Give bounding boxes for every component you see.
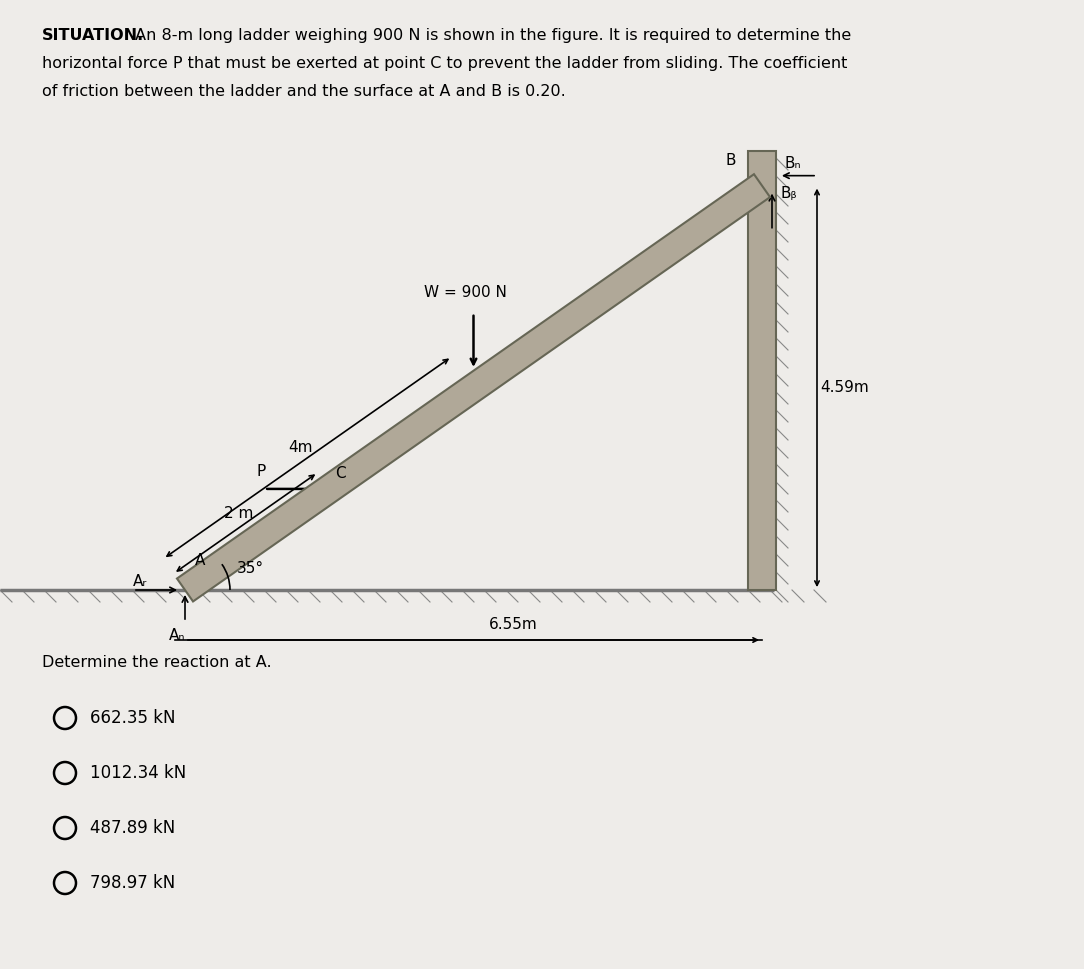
Text: W = 900 N: W = 900 N — [424, 285, 507, 299]
Text: of friction between the ladder and the surface at A and B is 0.20.: of friction between the ladder and the s… — [42, 84, 566, 99]
Text: Bᵦ: Bᵦ — [780, 186, 797, 202]
Text: A: A — [195, 553, 205, 568]
Text: horizontal force P that must be exerted at point C to prevent the ladder from sl: horizontal force P that must be exerted … — [42, 56, 848, 71]
Text: P: P — [257, 464, 266, 479]
Text: Aₙ: Aₙ — [169, 628, 185, 643]
Text: 2 m: 2 m — [224, 506, 254, 520]
Polygon shape — [177, 174, 770, 602]
Text: An 8-m long ladder weighing 900 N is shown in the figure. It is required to dete: An 8-m long ladder weighing 900 N is sho… — [130, 28, 851, 43]
Text: C: C — [335, 466, 346, 481]
Text: 662.35 kN: 662.35 kN — [90, 709, 176, 727]
Text: 6.55m: 6.55m — [489, 617, 538, 632]
Text: 487.89 kN: 487.89 kN — [90, 819, 176, 837]
Text: Determine the reaction at A.: Determine the reaction at A. — [42, 655, 272, 670]
Text: 1012.34 kN: 1012.34 kN — [90, 764, 186, 782]
Text: 35°: 35° — [237, 561, 264, 576]
Text: 798.97 kN: 798.97 kN — [90, 874, 176, 892]
Polygon shape — [748, 150, 776, 590]
Text: 4.59m: 4.59m — [821, 380, 869, 395]
Text: Bₙ: Bₙ — [784, 156, 801, 172]
Text: 4m: 4m — [288, 441, 313, 455]
Text: SITUATION.: SITUATION. — [42, 28, 144, 43]
Text: B: B — [725, 153, 736, 168]
Text: Aᵣ: Aᵣ — [132, 575, 147, 589]
